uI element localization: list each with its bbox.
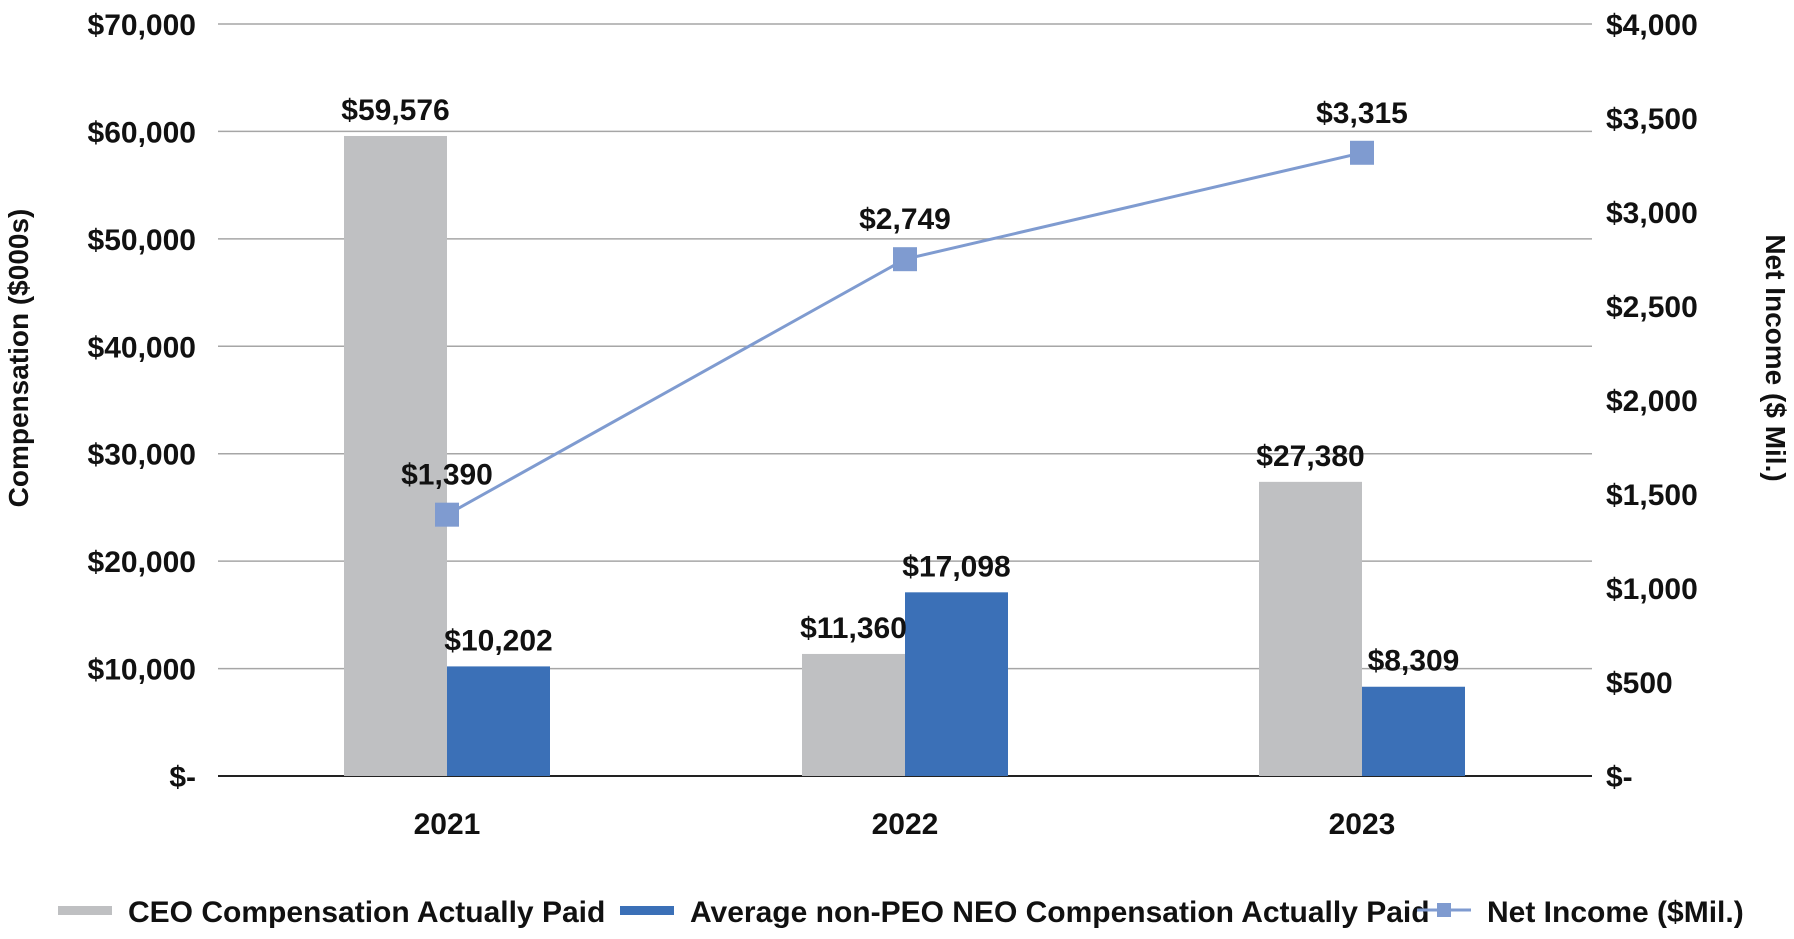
left-tick-label: $70,000 (88, 9, 196, 42)
left-tick-label: $40,000 (88, 331, 196, 364)
right-tick-label: $1,000 (1606, 573, 1698, 606)
legend-ceo-label: CEO Compensation Actually Paid (128, 896, 605, 929)
bar-data-label: $8,309 (1368, 645, 1460, 678)
bar-data-label: $10,202 (444, 624, 552, 657)
neo-compensation-bar (1362, 686, 1465, 776)
net-income-data-label: $1,390 (401, 459, 493, 492)
legend: CEO Compensation Actually Paid Average no… (58, 896, 1744, 929)
bars (344, 135, 1465, 777)
bar-data-label: $17,098 (902, 550, 1010, 583)
net-income-data-label: $3,315 (1316, 97, 1408, 130)
x-tick-label: 2022 (872, 808, 939, 841)
right-tick-label: $2,500 (1606, 291, 1698, 324)
legend-neo-swatch (620, 906, 674, 915)
right-tick-label: $3,500 (1606, 103, 1698, 136)
left-tick-label: $60,000 (88, 116, 196, 149)
left-tick-label: $10,000 (88, 654, 196, 687)
ceo-compensation-bar (1259, 481, 1362, 776)
ceo-compensation-bar (344, 135, 447, 777)
left-tick-label: $20,000 (88, 546, 196, 579)
left-tick-label: $50,000 (88, 224, 196, 257)
legend-net-income-label: Net Income ($Mil.) (1487, 896, 1744, 929)
neo-compensation-bar (905, 592, 1008, 776)
right-tick-label: $2,000 (1606, 385, 1698, 418)
neo-compensation-bar (447, 666, 550, 776)
right-tick-label: $500 (1606, 667, 1673, 700)
left-tick-label: $- (169, 761, 196, 794)
axes: Compensation ($000s) Net Income ($ Mil.)… (3, 9, 1791, 841)
ceo-compensation-bar (802, 653, 905, 776)
net-income-line (435, 140, 1374, 527)
right-tick-label: $1,500 (1606, 479, 1698, 512)
x-tick-label: 2023 (1329, 808, 1396, 841)
x-tick-label: 2021 (414, 808, 481, 841)
left-axis-title: Compensation ($000s) (3, 209, 34, 508)
bar-data-label: $11,360 (800, 612, 907, 645)
net-income-marker (893, 247, 917, 272)
net-income-marker (1350, 140, 1374, 165)
legend-neo-label: Average non-PEO NEO Compensation Actuall… (690, 896, 1430, 929)
net-income-marker (435, 502, 459, 527)
bar-data-label: $59,576 (341, 94, 449, 127)
net-income-data-label: $2,749 (859, 203, 951, 236)
left-tick-label: $30,000 (88, 439, 196, 472)
right-tick-label: $4,000 (1606, 9, 1698, 42)
right-tick-label: $- (1606, 761, 1633, 794)
legend-ceo-swatch (58, 906, 112, 915)
right-axis-title: Net Income ($ Mil.) (1760, 234, 1791, 481)
bar-data-label: $27,380 (1256, 440, 1364, 473)
data-labels: $59,576 $11,360 $27,380 $10,202 $17,098 $8,30… (341, 94, 1459, 678)
legend-net-income-marker (1437, 903, 1451, 917)
right-tick-label: $3,000 (1606, 197, 1698, 230)
